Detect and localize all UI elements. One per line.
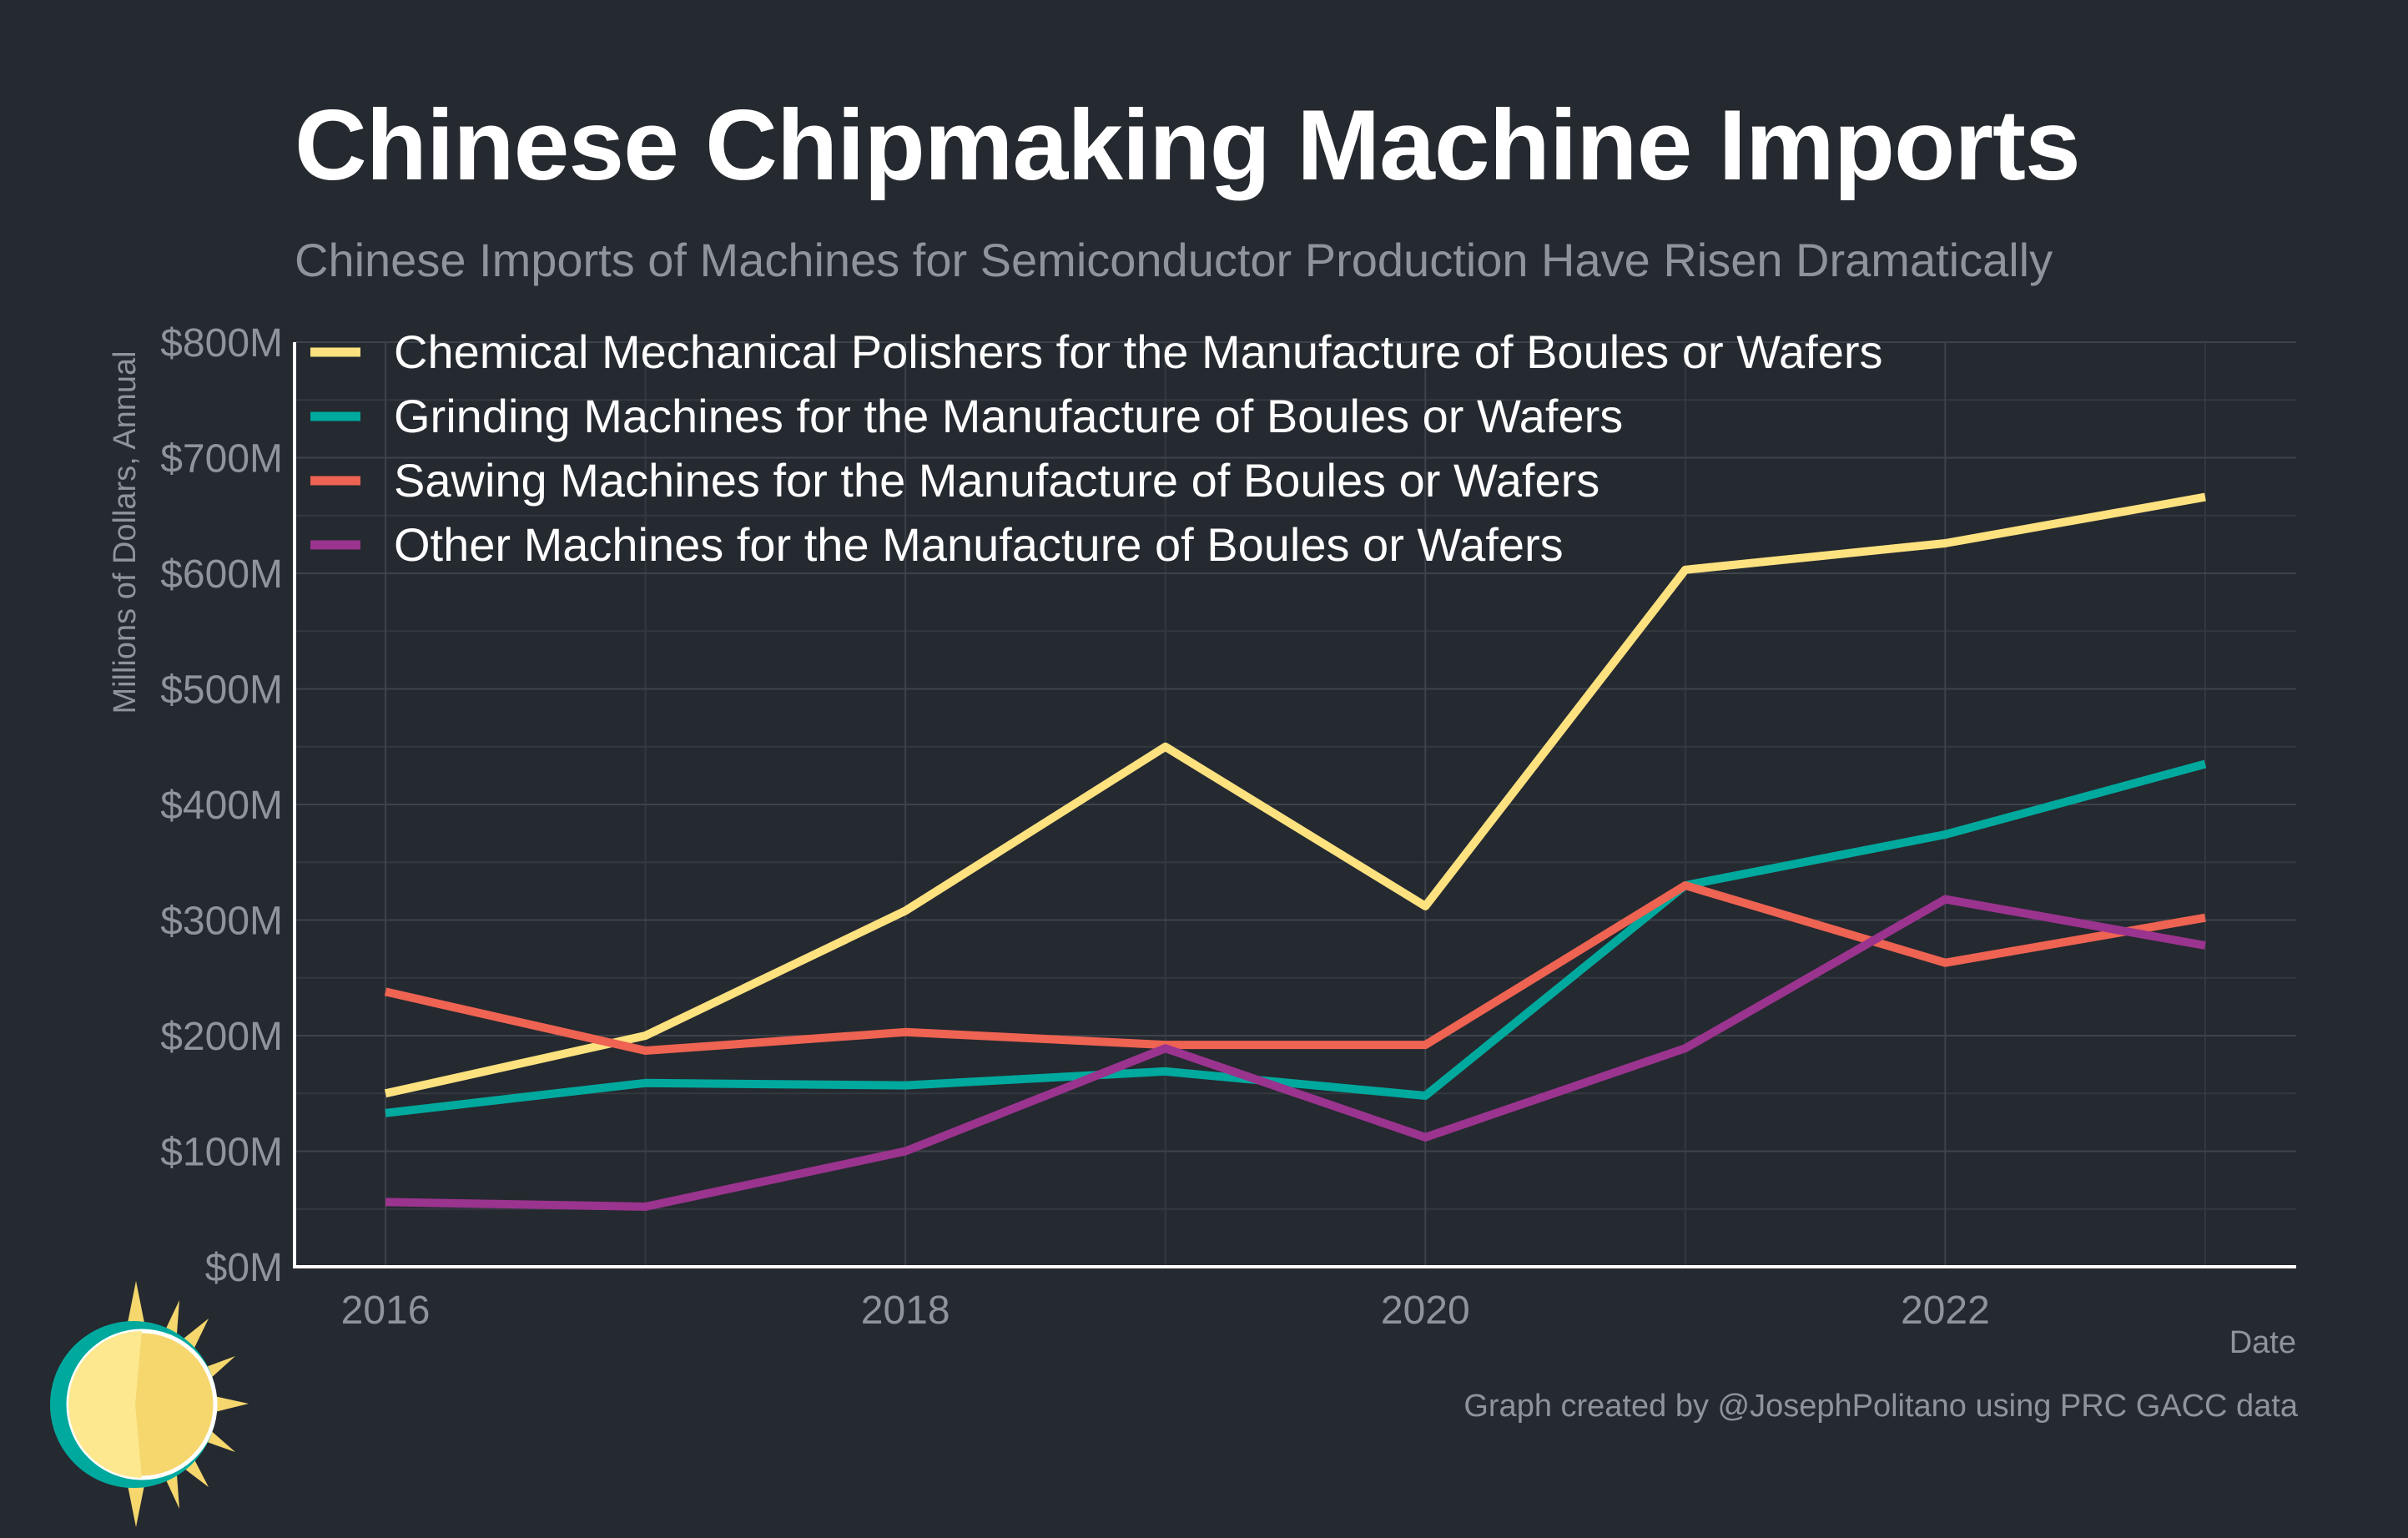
x-axis-label: Date — [2229, 1325, 2296, 1360]
y-tick-label: $400M — [160, 784, 283, 828]
y-tick-label: $300M — [160, 900, 283, 944]
x-tick-label: 2022 — [1901, 1288, 1990, 1333]
legend-label-2: Grinding Machines for the Manufacture of… — [394, 390, 1623, 442]
source-caption: Graph created by @JosephPolitano using P… — [1463, 1389, 2298, 1424]
x-tick-label: 2018 — [861, 1288, 950, 1333]
sun-logo-icon — [50, 1281, 249, 1527]
y-tick-label: $0M — [205, 1246, 283, 1290]
y-tick-label: $600M — [160, 552, 283, 597]
legend-label-3: Sawing Machines for the Manufacture of B… — [394, 454, 1599, 507]
series-line-4 — [385, 895, 2206, 1211]
legend-label-4: Other Machines for the Manufacture of Bo… — [394, 518, 1564, 571]
series-line-1 — [384, 492, 2206, 1098]
y-tick-label: $100M — [160, 1131, 283, 1175]
legend: Chemical Mechanical Polishers for the Ma… — [310, 325, 1882, 571]
axes: $0M $100M $200M $300M $400M $500M $600M $700M $8… — [160, 321, 2296, 1333]
series-line-2 — [385, 759, 2207, 1117]
y-tick-label: $500M — [160, 668, 283, 713]
y-axis-label: Millions of Dollars, Annual — [108, 350, 143, 714]
y-tick-label: $700M — [160, 437, 283, 482]
chart-title: Chinese Chipmaking Machine Imports — [295, 89, 2081, 201]
series-lines — [384, 492, 2207, 1211]
chart-subtitle: Chinese Imports of Machines for Semicond… — [295, 234, 2053, 286]
legend-label-1: Chemical Mechanical Polishers for the Ma… — [394, 325, 1882, 378]
series-line-3 — [384, 881, 2206, 1055]
y-tick-label: $800M — [160, 321, 283, 366]
y-tick-label: $200M — [160, 1015, 283, 1059]
grid-lines — [295, 341, 2296, 1267]
x-tick-label: 2020 — [1381, 1288, 1470, 1333]
x-tick-label: 2016 — [341, 1288, 431, 1333]
